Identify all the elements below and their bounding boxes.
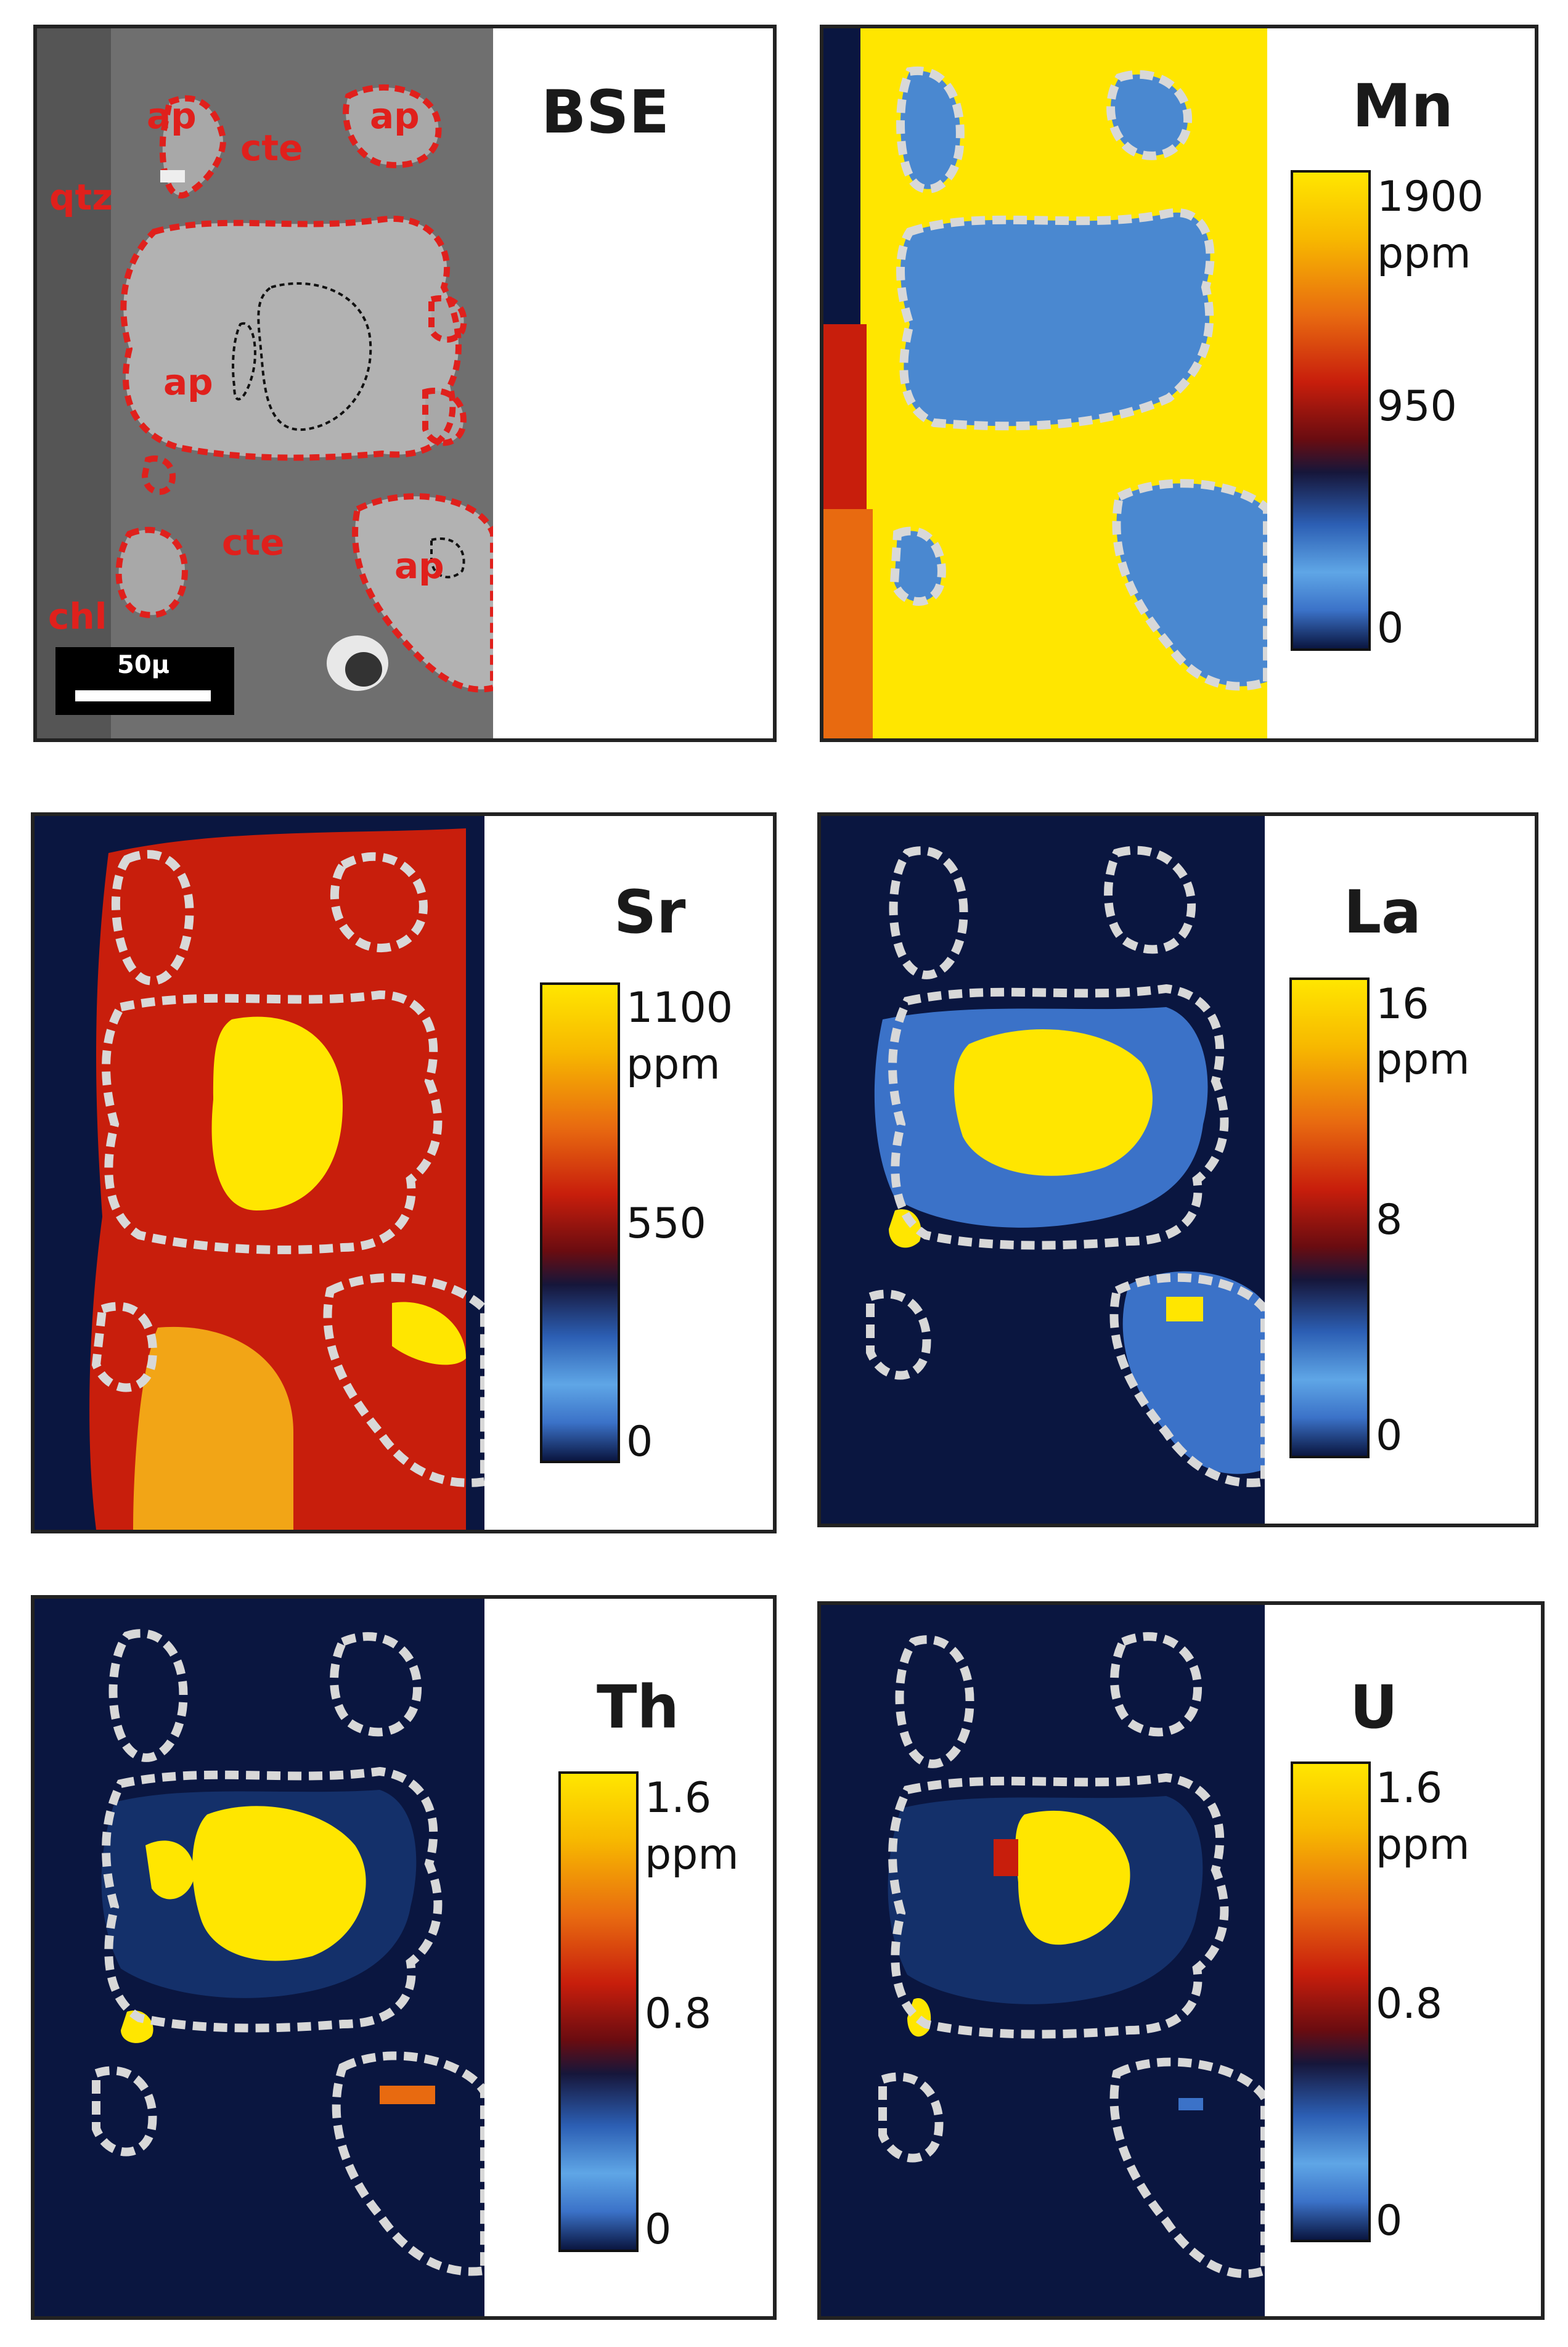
colorbar-sr-min: 0 [626,1418,653,1466]
bse-image [37,28,493,738]
panel-la: La 16 ppm 8 0 [817,812,1538,1527]
colorbar-mn [1291,170,1371,651]
panel-mn: Mn 1900 ppm 950 0 [820,25,1538,742]
colorbar-la-max: 16 [1376,980,1429,1029]
colorbar-th-min: 0 [645,2205,672,2254]
panel-sr: Sr 1100 ppm 550 0 [31,812,777,1533]
panel-title-th: Th [597,1673,679,1742]
colorbar-th-unit: ppm [645,1831,739,1879]
colorbar-la-unit: ppm [1376,1035,1470,1084]
colorbar-u-max: 1.6 [1376,1764,1443,1813]
scale-bar-label: 50μ [117,651,170,679]
label-ap-1: ap [147,95,197,137]
panel-bse: ap ap cte qtz ap cte ap chl 50μ BSE [33,25,777,742]
panel-title-u: U [1350,1673,1398,1742]
sr-map [35,816,484,1530]
scale-bar [75,690,211,701]
label-ap-2: ap [370,95,420,137]
panel-title-sr: Sr [614,878,686,947]
colorbar-mn-mid: 950 [1377,382,1457,431]
colorbar-sr-unit: ppm [626,1040,721,1089]
colorbar-u [1291,1761,1371,2242]
colorbar-la-min: 0 [1376,1411,1403,1460]
colorbar-u-mid: 0.8 [1376,1980,1443,2028]
panel-title-mn: Mn [1352,71,1453,141]
colorbar-sr-max: 1100 [626,984,733,1032]
mn-map [823,28,1267,738]
panel-title-bse: BSE [541,78,669,147]
panel-title-la: La [1344,878,1421,947]
th-map [35,1599,484,2316]
label-cte-1: cte [240,127,303,169]
colorbar-th-max: 1.6 [645,1774,712,1822]
colorbar-sr-mid: 550 [626,1199,706,1248]
colorbar-la [1289,978,1370,1458]
la-map [821,816,1265,1524]
colorbar-mn-unit: ppm [1377,229,1471,278]
label-qtz: qtz [49,176,113,218]
scale-bar-box [55,647,234,715]
label-cte-2: cte [222,521,285,563]
colorbar-la-mid: 8 [1376,1196,1403,1244]
label-ap-4: ap [394,545,444,587]
panel-th: Th 1.6 ppm 0.8 0 [31,1595,777,2320]
colorbar-th-mid: 0.8 [645,1990,712,2038]
colorbar-mn-max: 1900 [1377,173,1484,221]
colorbar-u-min: 0 [1376,2197,1403,2245]
label-ap-3: ap [163,361,213,403]
colorbar-mn-min: 0 [1377,604,1404,653]
panel-u: U 1.6 ppm 0.8 0 [817,1601,1545,2320]
colorbar-th [558,1771,639,2252]
colorbar-u-unit: ppm [1376,1821,1470,1869]
colorbar-sr [540,982,620,1463]
u-map [821,1605,1265,2316]
label-chl: chl [48,595,107,637]
